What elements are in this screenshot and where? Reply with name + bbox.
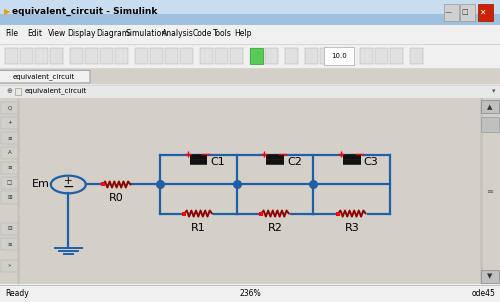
Bar	[460, 4, 475, 21]
Bar	[360, 48, 372, 64]
Text: Simulation: Simulation	[125, 29, 166, 38]
Bar	[1, 162, 18, 174]
Text: equivalent_circuit - Simulink: equivalent_circuit - Simulink	[12, 7, 158, 16]
Bar	[1, 147, 18, 159]
Text: +: +	[64, 176, 72, 186]
Text: Tools: Tools	[212, 29, 232, 38]
Text: ode45: ode45	[471, 289, 495, 298]
Text: ▾: ▾	[492, 88, 495, 94]
Bar	[20, 48, 32, 64]
Text: R1: R1	[191, 223, 206, 233]
Text: ⊟: ⊟	[7, 226, 12, 231]
Text: Ready: Ready	[5, 289, 29, 298]
Bar	[0, 14, 500, 25]
Bar	[481, 117, 499, 132]
Text: Q: Q	[8, 105, 12, 110]
Bar	[180, 48, 192, 64]
Text: C2: C2	[287, 157, 302, 167]
Bar	[230, 48, 242, 64]
Text: ▲: ▲	[488, 104, 492, 110]
Text: C3: C3	[364, 157, 378, 167]
Text: Help: Help	[234, 29, 252, 38]
Text: A: A	[8, 150, 12, 155]
Bar	[285, 48, 298, 64]
Bar	[478, 4, 492, 21]
Text: ≡: ≡	[7, 135, 12, 140]
Bar	[1, 132, 18, 144]
Text: Edit: Edit	[28, 29, 42, 38]
Text: Analysis: Analysis	[162, 29, 194, 38]
Text: R0: R0	[109, 194, 124, 204]
Text: 10.0: 10.0	[331, 53, 347, 59]
Text: 236%: 236%	[239, 289, 261, 298]
Text: Code: Code	[192, 29, 212, 38]
Text: □: □	[462, 9, 468, 15]
Text: R3: R3	[344, 223, 360, 233]
Text: ▼: ▼	[488, 273, 492, 279]
Text: —: —	[444, 9, 452, 15]
Text: ≡: ≡	[486, 187, 494, 196]
Bar	[135, 48, 147, 64]
Bar	[1, 223, 18, 235]
Text: Diagram: Diagram	[96, 29, 129, 38]
Bar	[250, 48, 262, 64]
Bar	[70, 48, 82, 64]
Bar	[85, 48, 98, 64]
Bar	[215, 48, 228, 64]
Bar	[250, 48, 262, 64]
Text: C1: C1	[210, 157, 225, 167]
Bar	[265, 48, 278, 64]
Bar	[444, 4, 459, 21]
Bar	[200, 48, 212, 64]
Bar	[340, 48, 352, 64]
FancyBboxPatch shape	[0, 70, 90, 83]
Bar	[320, 48, 332, 64]
Text: +: +	[7, 120, 12, 125]
Bar	[165, 48, 177, 64]
Text: equivalent_circuit: equivalent_circuit	[13, 73, 75, 80]
Bar	[1, 177, 18, 189]
Bar	[17, 98, 20, 284]
Bar	[100, 48, 112, 64]
Text: ⊕: ⊕	[6, 88, 12, 94]
Text: equivalent_circuit: equivalent_circuit	[25, 88, 88, 94]
Bar	[35, 48, 48, 64]
Text: »: »	[8, 263, 11, 268]
Text: ✕: ✕	[480, 7, 486, 16]
Bar	[1, 238, 18, 250]
Text: □: □	[7, 180, 12, 185]
Bar	[1, 102, 18, 114]
Bar	[481, 270, 499, 283]
Bar	[305, 48, 318, 64]
Bar	[480, 98, 483, 284]
Bar	[15, 88, 21, 95]
Bar	[5, 48, 18, 64]
Text: ▶: ▶	[4, 7, 10, 16]
Bar	[1, 260, 18, 272]
Text: File: File	[5, 29, 18, 38]
Text: −: −	[62, 180, 74, 194]
Bar	[375, 48, 388, 64]
Bar	[481, 100, 499, 113]
Text: View: View	[48, 29, 66, 38]
Bar	[324, 47, 354, 66]
Text: ≡: ≡	[7, 165, 12, 170]
Text: Em: Em	[32, 179, 50, 189]
Bar	[150, 48, 162, 64]
Bar	[390, 48, 402, 64]
Bar	[1, 117, 18, 129]
Text: R2: R2	[268, 223, 282, 233]
Text: ⊞: ⊞	[7, 194, 12, 200]
Bar	[1, 191, 18, 204]
Text: ≡: ≡	[7, 241, 12, 246]
Text: Display: Display	[68, 29, 96, 38]
Bar	[115, 48, 128, 64]
Bar	[50, 48, 62, 64]
Bar	[410, 48, 422, 64]
